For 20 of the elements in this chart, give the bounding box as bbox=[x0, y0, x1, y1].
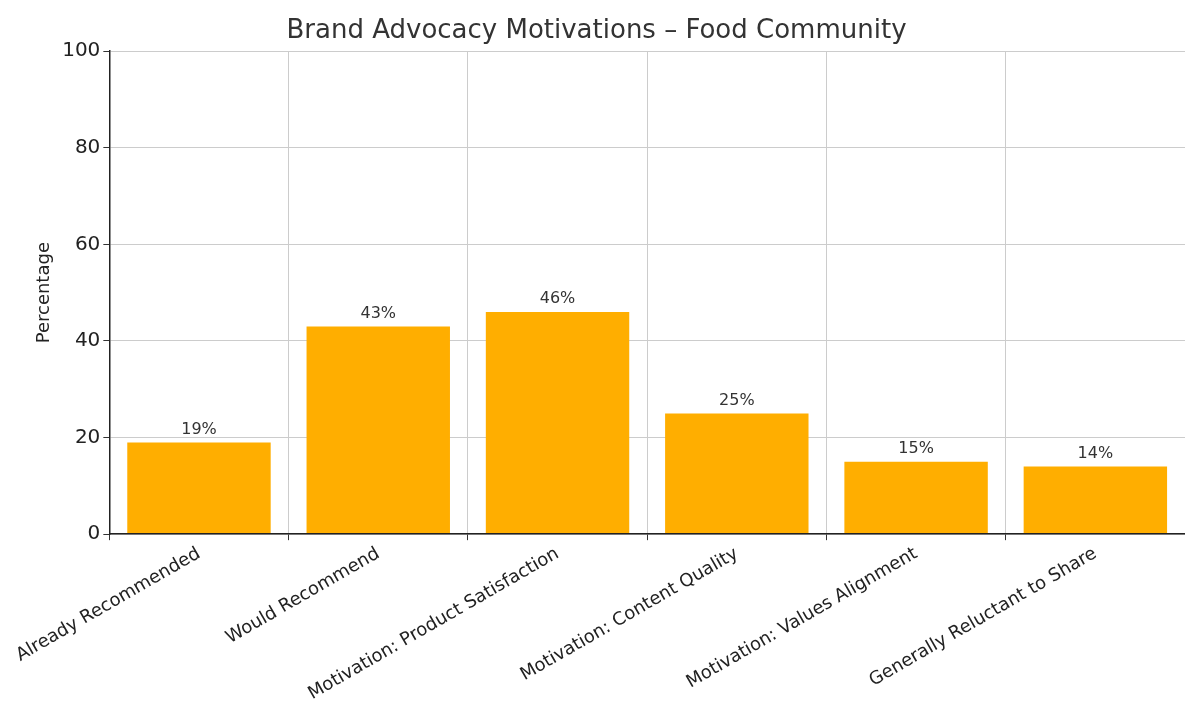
y-tick-label: 100 bbox=[62, 37, 101, 62]
bar bbox=[485, 312, 630, 534]
data-label: 43% bbox=[360, 302, 397, 322]
chart-title: Brand Advocacy Motivations – Food Community bbox=[286, 14, 907, 45]
y-axis-title: Percentage bbox=[32, 242, 54, 344]
data-label: 15% bbox=[898, 437, 934, 457]
bar bbox=[306, 326, 450, 534]
data-label: 25% bbox=[719, 389, 755, 409]
data-label: 46% bbox=[539, 288, 576, 308]
y-tick-label: 0 bbox=[87, 520, 101, 545]
y-tick-label: 40 bbox=[74, 327, 101, 352]
y-tick-label: 20 bbox=[74, 423, 101, 448]
bar bbox=[127, 442, 271, 534]
y-tick-label: 80 bbox=[74, 134, 101, 158]
data-label: 19% bbox=[181, 418, 217, 438]
bar bbox=[1023, 466, 1168, 534]
bar bbox=[665, 413, 809, 534]
bar bbox=[844, 461, 988, 534]
data-label: 14% bbox=[1077, 442, 1114, 462]
y-tick-label: 60 bbox=[74, 230, 101, 255]
